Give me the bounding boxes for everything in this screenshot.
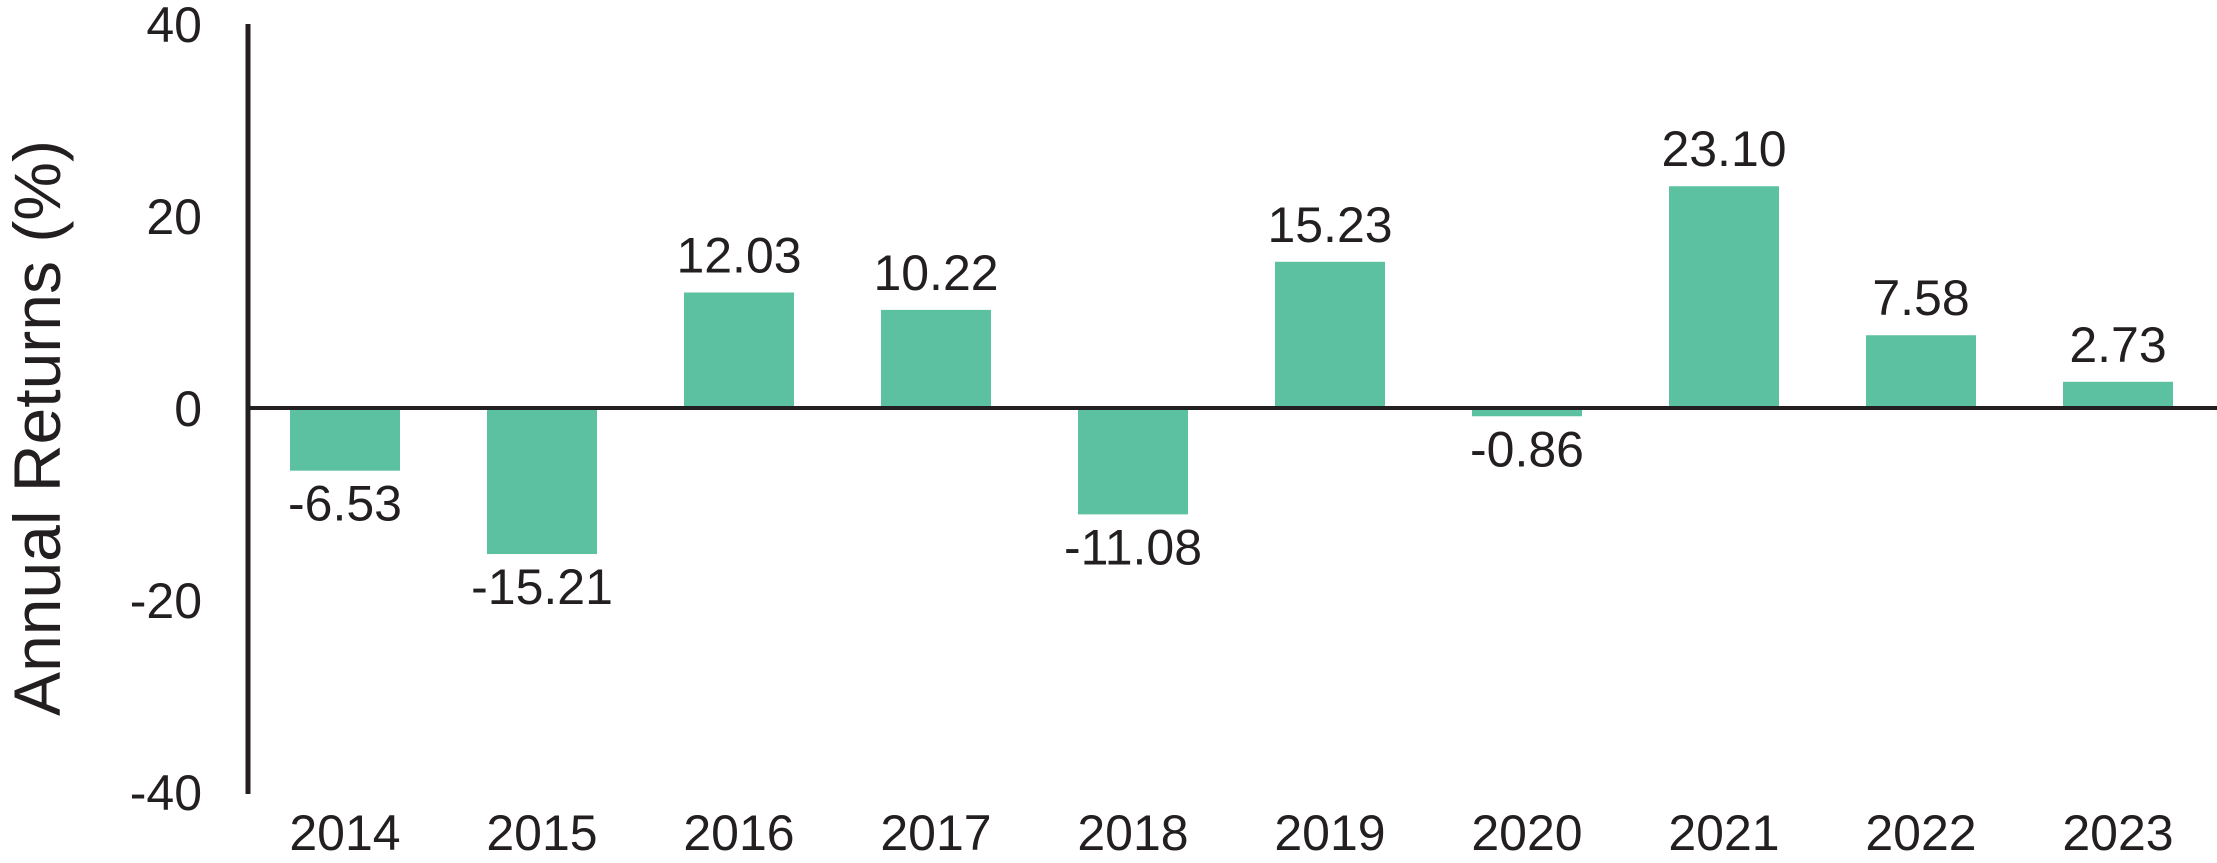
value-label-2017: 10.22 <box>873 245 998 301</box>
x-tick-label-2018: 2018 <box>1077 805 1188 858</box>
y-axis-title: Annual Returns (%) <box>0 140 74 716</box>
bar-2015 <box>487 408 597 555</box>
value-label-2021: 23.10 <box>1661 121 1786 177</box>
value-label-2022: 7.58 <box>1872 270 1969 326</box>
bar-2022 <box>1866 335 1976 408</box>
bar-2021 <box>1669 186 1779 408</box>
y-tick-label: -20 <box>130 573 202 629</box>
bar-2018 <box>1078 408 1188 515</box>
value-label-2023: 2.73 <box>2069 317 2166 373</box>
x-tick-label-2016: 2016 <box>683 805 794 858</box>
x-tick-label-2015: 2015 <box>486 805 597 858</box>
x-tick-labels: 2014 2015 2016 2017 2018 2019 2020 2021 2022 2023 <box>289 805 2173 861</box>
y-tick-labels: 40 20 0 -20 -40 <box>130 0 202 821</box>
x-tick-label-2021: 2021 <box>1668 805 1779 858</box>
x-tick-label-2017: 2017 <box>880 805 991 858</box>
bar-2016 <box>684 292 794 408</box>
x-tick-label-2023: 2023 <box>2062 805 2173 858</box>
value-label-2019: 15.23 <box>1267 197 1392 253</box>
bar-2023 <box>2063 381 2173 408</box>
y-tick-label: -40 <box>130 765 202 821</box>
y-tick-label: 40 <box>146 0 202 53</box>
bar-2020 <box>1472 408 1582 417</box>
bar-2019 <box>1275 261 1385 408</box>
bar-2014 <box>290 408 400 471</box>
x-tick-label-2019: 2019 <box>1274 805 1385 858</box>
y-tick-label: 20 <box>146 189 202 245</box>
y-tick-label: 0 <box>174 381 202 437</box>
bars-layer <box>290 186 2173 555</box>
x-tick-label-2014: 2014 <box>289 805 400 858</box>
x-tick-label-2020: 2020 <box>1471 805 1582 858</box>
value-label-2015: -15.21 <box>471 559 613 615</box>
value-label-2014: -6.53 <box>288 476 402 532</box>
value-label-2018: -11.08 <box>1064 519 1202 575</box>
value-label-2016: 12.03 <box>676 228 801 284</box>
axes-layer <box>245 24 2217 794</box>
bar-2017 <box>881 309 991 408</box>
value-label-2020: -0.86 <box>1470 421 1584 477</box>
x-tick-label-2022: 2022 <box>1865 805 1976 858</box>
value-labels: -6.53 -15.21 12.03 10.22 -11.08 15.23 -0.86 23.… <box>288 121 2167 615</box>
